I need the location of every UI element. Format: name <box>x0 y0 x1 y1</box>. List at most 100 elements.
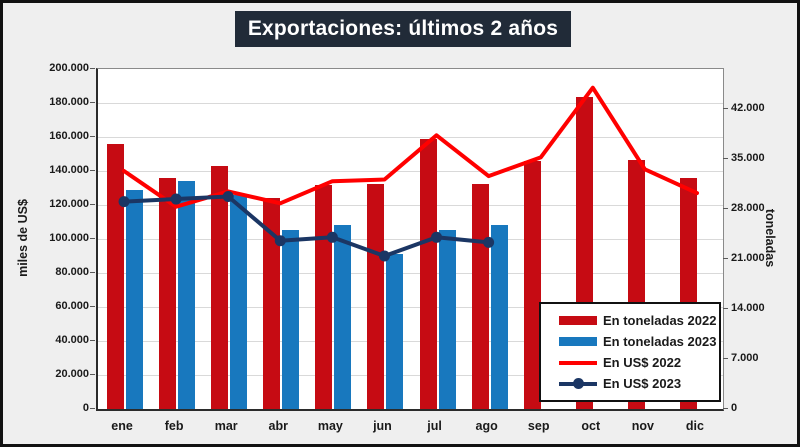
plot-area <box>96 68 724 411</box>
x-axis-label-ene: ene <box>111 419 133 433</box>
legend-label: En toneladas 2023 <box>603 334 717 349</box>
y-axis-right-tick-mark <box>723 308 728 309</box>
y-axis-left-tick-label: 20.000 <box>55 368 89 380</box>
y-axis-right-tick-label: 42.000 <box>731 102 765 114</box>
bar-2022-ene <box>107 144 124 409</box>
y-axis-left-tick-mark <box>90 272 95 273</box>
y-axis-left-tick-label: 180.000 <box>49 96 89 108</box>
gridline <box>98 102 723 104</box>
y-axis-left-tick-mark <box>90 170 95 171</box>
bar-2023-abr <box>282 230 299 409</box>
y-axis-left-tick-mark <box>90 136 95 137</box>
y-axis-right-tick-mark <box>723 358 728 359</box>
bar-2022-mar <box>211 166 228 409</box>
y-axis-left-tick-label: 200.000 <box>49 62 89 74</box>
bar-swatch-icon <box>559 316 597 325</box>
x-axis-label-nov: nov <box>631 419 654 433</box>
data-point-marker <box>378 250 390 262</box>
legend-item: En toneladas 2022 <box>559 311 719 331</box>
bar-2022-jul <box>420 139 437 409</box>
gridline <box>98 238 723 240</box>
y-axis-right-tick-mark <box>723 208 728 209</box>
legend-item: En US$ 2023 <box>559 374 719 394</box>
line-marker-icon <box>573 377 584 389</box>
bar-2023-jul <box>439 230 456 409</box>
x-axis-label-oct: oct <box>581 419 601 433</box>
x-axis-label-jul: jul <box>427 419 442 433</box>
y-axis-left-tick-mark <box>90 102 95 103</box>
x-axis-label-jun: jun <box>373 419 392 433</box>
data-point-marker <box>431 231 443 243</box>
legend-label: En US$ 2022 <box>603 355 682 370</box>
data-point-marker <box>274 235 286 247</box>
legend-swatch-bar <box>559 316 597 325</box>
y-axis-left-tick-label: 100.000 <box>49 232 89 244</box>
data-point-marker <box>170 193 182 205</box>
y-axis-right-tick-label: 7.000 <box>731 352 759 364</box>
bar-2022-feb <box>159 178 176 409</box>
x-axis-label-dic: dic <box>685 419 704 433</box>
legend-label: En toneladas 2022 <box>603 313 717 328</box>
y-axis-right-tick-mark <box>723 158 728 159</box>
gridline <box>98 170 723 172</box>
y-axis-right-tick-mark <box>723 258 728 259</box>
bar-2023-mar <box>230 195 247 409</box>
bar-2022-sep <box>524 161 541 409</box>
bar-2023-may <box>334 225 351 409</box>
series-line-en-us-2023 <box>122 194 491 258</box>
gridline <box>98 272 723 274</box>
chart-title: Exportaciones: últimos 2 años <box>235 11 571 47</box>
x-axis-label-may: may <box>317 419 343 433</box>
legend-label: En US$ 2023 <box>603 376 682 391</box>
y-axis-left-tick-label: 140.000 <box>49 164 89 176</box>
y-axis-left-tick-label: 60.000 <box>55 300 89 312</box>
data-point-marker <box>222 191 234 202</box>
y-axis-right-tick-label: 21.000 <box>731 252 765 264</box>
x-axis-label-feb: feb <box>164 419 184 433</box>
legend-item: En toneladas 2023 <box>559 332 719 352</box>
y-axis-right-tick-label: 28.000 <box>731 202 765 214</box>
x-axis-label-sep: sep <box>527 419 550 433</box>
y-axis-left-tick-mark <box>90 306 95 307</box>
y-axis-left-tick-mark <box>90 204 95 205</box>
x-axis-label-mar: mar <box>214 419 238 433</box>
x-axis-label-abr: abr <box>268 419 288 433</box>
legend: En toneladas 2022 En toneladas 2023 En US$… <box>539 302 721 402</box>
gridline <box>98 136 723 138</box>
y-axis-left-tick-mark <box>90 340 95 341</box>
bar-2022-may <box>315 185 332 409</box>
y-axis-left-tick-mark <box>90 238 95 239</box>
y-axis-left-tick-mark <box>90 374 95 375</box>
legend-swatch-line <box>559 360 597 365</box>
y-axis-right-tick-label: 35.000 <box>731 152 765 164</box>
y-axis-left-tick-label: 40.000 <box>55 334 89 346</box>
bar-2022-abr <box>263 198 280 409</box>
gridline <box>98 374 723 376</box>
right-axis-title: toneladas <box>763 208 777 268</box>
bar-2023-feb <box>178 181 195 409</box>
data-point-marker <box>118 196 130 208</box>
bar-2023-ago <box>491 225 508 409</box>
y-axis-left-tick-mark <box>90 68 95 69</box>
y-axis-left-tick-mark <box>90 408 95 409</box>
gridline <box>98 204 723 206</box>
data-point-marker <box>326 231 338 243</box>
y-axis-left-tick-label: 0 <box>82 402 89 414</box>
legend-item: En US$ 2022 <box>559 353 719 373</box>
y-axis-left-tick-label: 160.000 <box>49 130 89 142</box>
y-axis-right-tick-mark <box>723 108 728 109</box>
bar-2023-jun <box>386 254 403 409</box>
y-axis-right-tick-label: 0 <box>731 402 738 414</box>
legend-swatch-bar <box>559 337 597 346</box>
y-axis-right-tick-mark <box>723 408 728 409</box>
x-axis-label-ago: ago <box>475 419 498 433</box>
line-layer <box>118 85 699 262</box>
data-point-marker <box>483 236 495 248</box>
line-swatch-icon <box>559 360 597 365</box>
y-axis-right-tick-label: 14.000 <box>731 302 765 314</box>
y-axis-left-tick-label: 120.000 <box>49 198 89 210</box>
left-axis-title: miles de US$ <box>16 199 30 277</box>
bar-swatch-icon <box>559 337 597 346</box>
bar-2022-jun <box>367 184 384 409</box>
